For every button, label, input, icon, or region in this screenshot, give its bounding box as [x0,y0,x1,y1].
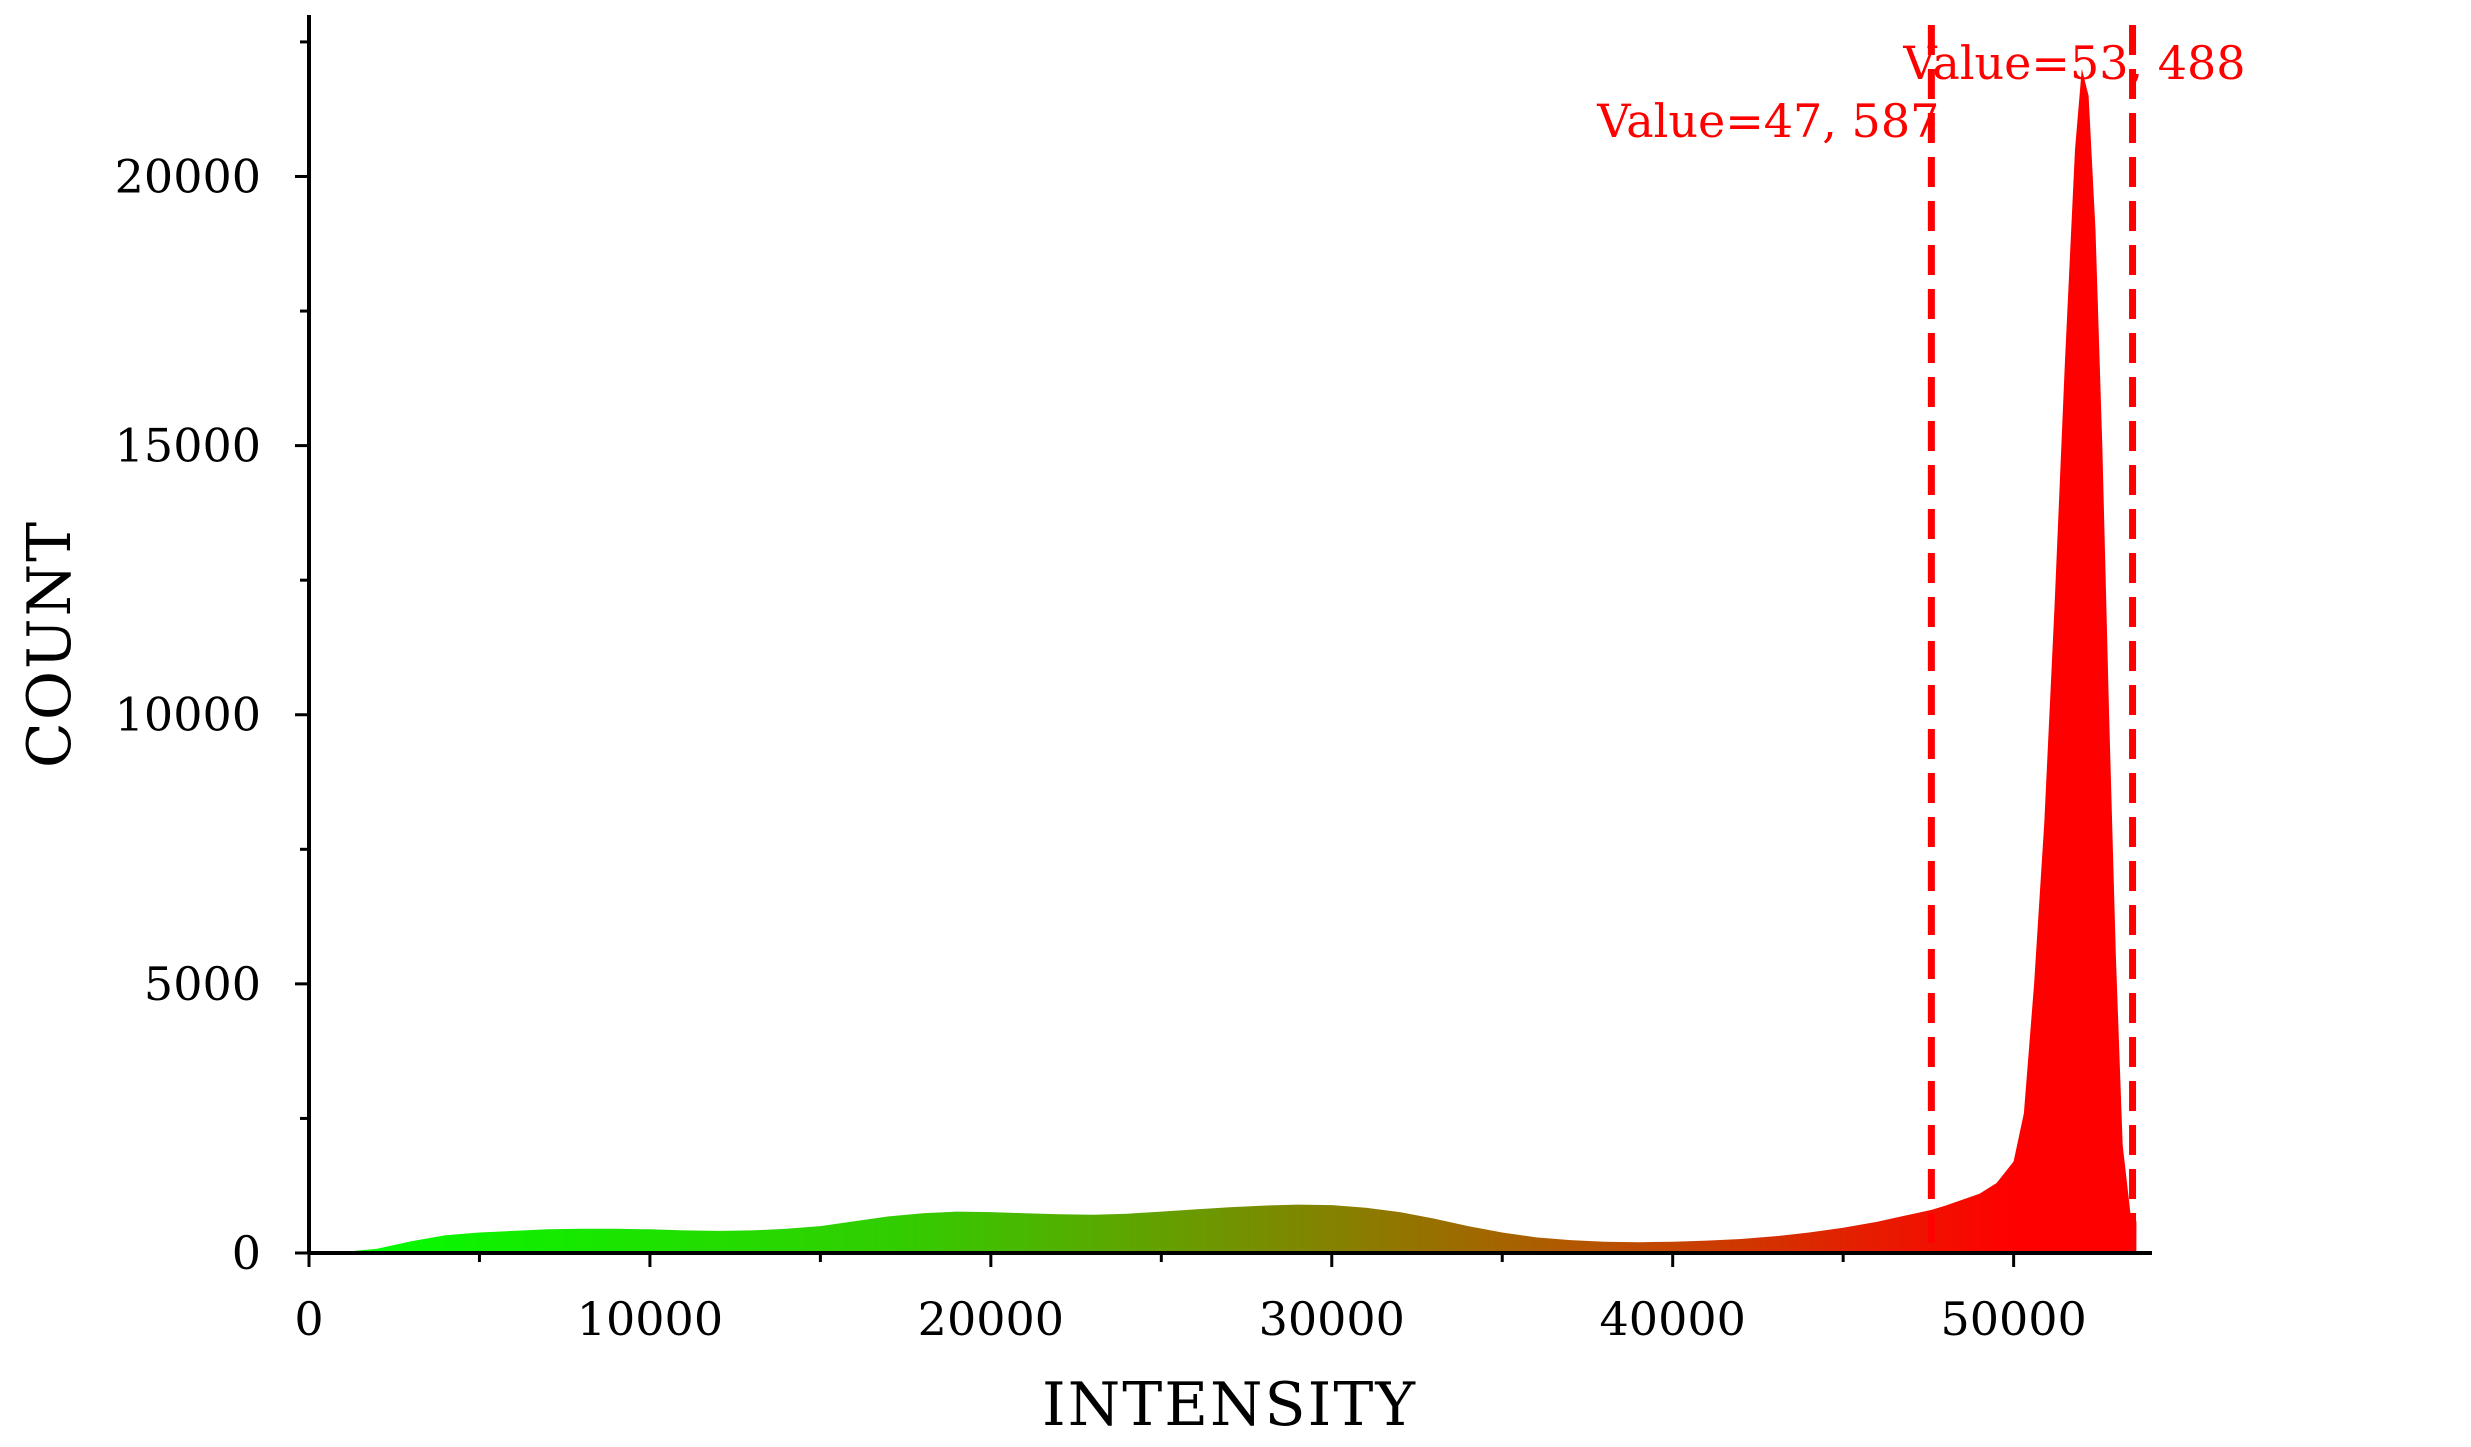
reference-line-label: Value=47, 587 [1596,94,1939,148]
y-axis-title: COUNT [15,520,85,768]
y-tick-label: 5000 [144,957,261,1011]
x-axis-ticks: 0 10000 20000 30000 40000 50000 [294,1253,2087,1346]
y-axis-ticks: 0 5000 10000 15000 20000 [115,40,309,1280]
x-tick-label: 20000 [918,1292,1064,1346]
x-tick-label: 0 [294,1292,323,1346]
reference-line-label: Value=53, 488 [1902,36,2245,90]
y-tick-label: 15000 [115,419,261,473]
y-tick-label: 0 [232,1226,261,1280]
x-axis-title: INTENSITY [1042,1370,1417,1440]
x-tick-label: 50000 [1940,1292,2086,1346]
intensity-distribution-area [343,68,2137,1253]
y-tick-label: 10000 [115,688,261,742]
y-tick-label: 20000 [115,149,261,203]
axes: 0 10000 20000 30000 40000 50000 0 5000 10000 150… [115,15,2152,1346]
x-tick-label: 10000 [577,1292,723,1346]
x-tick-label: 40000 [1600,1292,1746,1346]
x-tick-label: 30000 [1259,1292,1405,1346]
